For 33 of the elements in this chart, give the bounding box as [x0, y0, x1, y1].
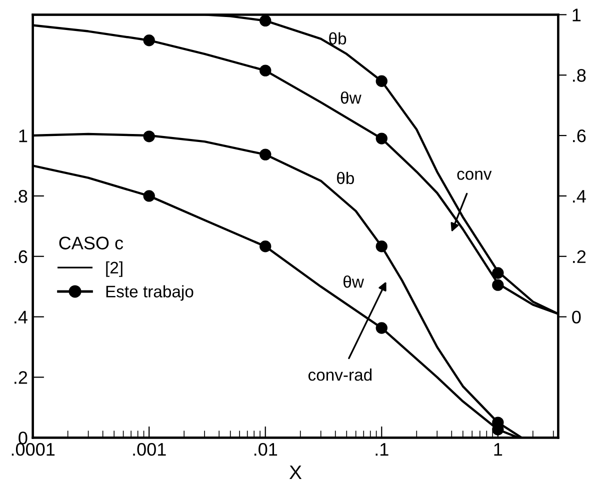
y2-tick-label: 1 — [572, 8, 581, 22]
y-tick-label: .6 — [14, 250, 28, 264]
y2-tick-label: .8 — [573, 69, 586, 82]
point — [260, 148, 272, 160]
legend-label: [2] — [106, 261, 122, 277]
x-axis-title: X — [289, 466, 302, 479]
y-tick-label: .4 — [14, 310, 28, 324]
y2-tick-label: .4 — [573, 190, 586, 202]
x-tick-label: .01 — [254, 442, 278, 456]
x-tick-label: 1 — [494, 443, 502, 456]
annotation: θw — [340, 92, 362, 104]
legend-label: Este trabajo — [106, 285, 194, 301]
y-tick-label: 1 — [19, 130, 28, 142]
annotation: conv-rad — [308, 368, 372, 381]
y2-tick-label: .6 — [573, 129, 586, 142]
annotation: θw — [344, 276, 364, 288]
point — [376, 322, 388, 334]
y-tick-label: 0 — [18, 432, 28, 444]
annotation: θb — [329, 32, 346, 45]
point — [143, 130, 155, 142]
y2-tick-label: .2 — [573, 250, 586, 263]
x-tick-label: .001 — [133, 442, 166, 456]
annotation: θb — [337, 172, 354, 184]
y2-tick-label: 0 — [572, 310, 581, 324]
x-tick-label: .0001 — [12, 442, 55, 456]
point — [143, 190, 155, 202]
y-tick-label: .8 — [14, 190, 28, 203]
y-tick-label: .2 — [14, 371, 28, 384]
legend-title: CASO c — [59, 236, 124, 250]
annotation: conv — [457, 170, 492, 180]
point — [376, 240, 388, 252]
point — [260, 240, 272, 252]
x-tick-label: .1 — [376, 443, 388, 456]
